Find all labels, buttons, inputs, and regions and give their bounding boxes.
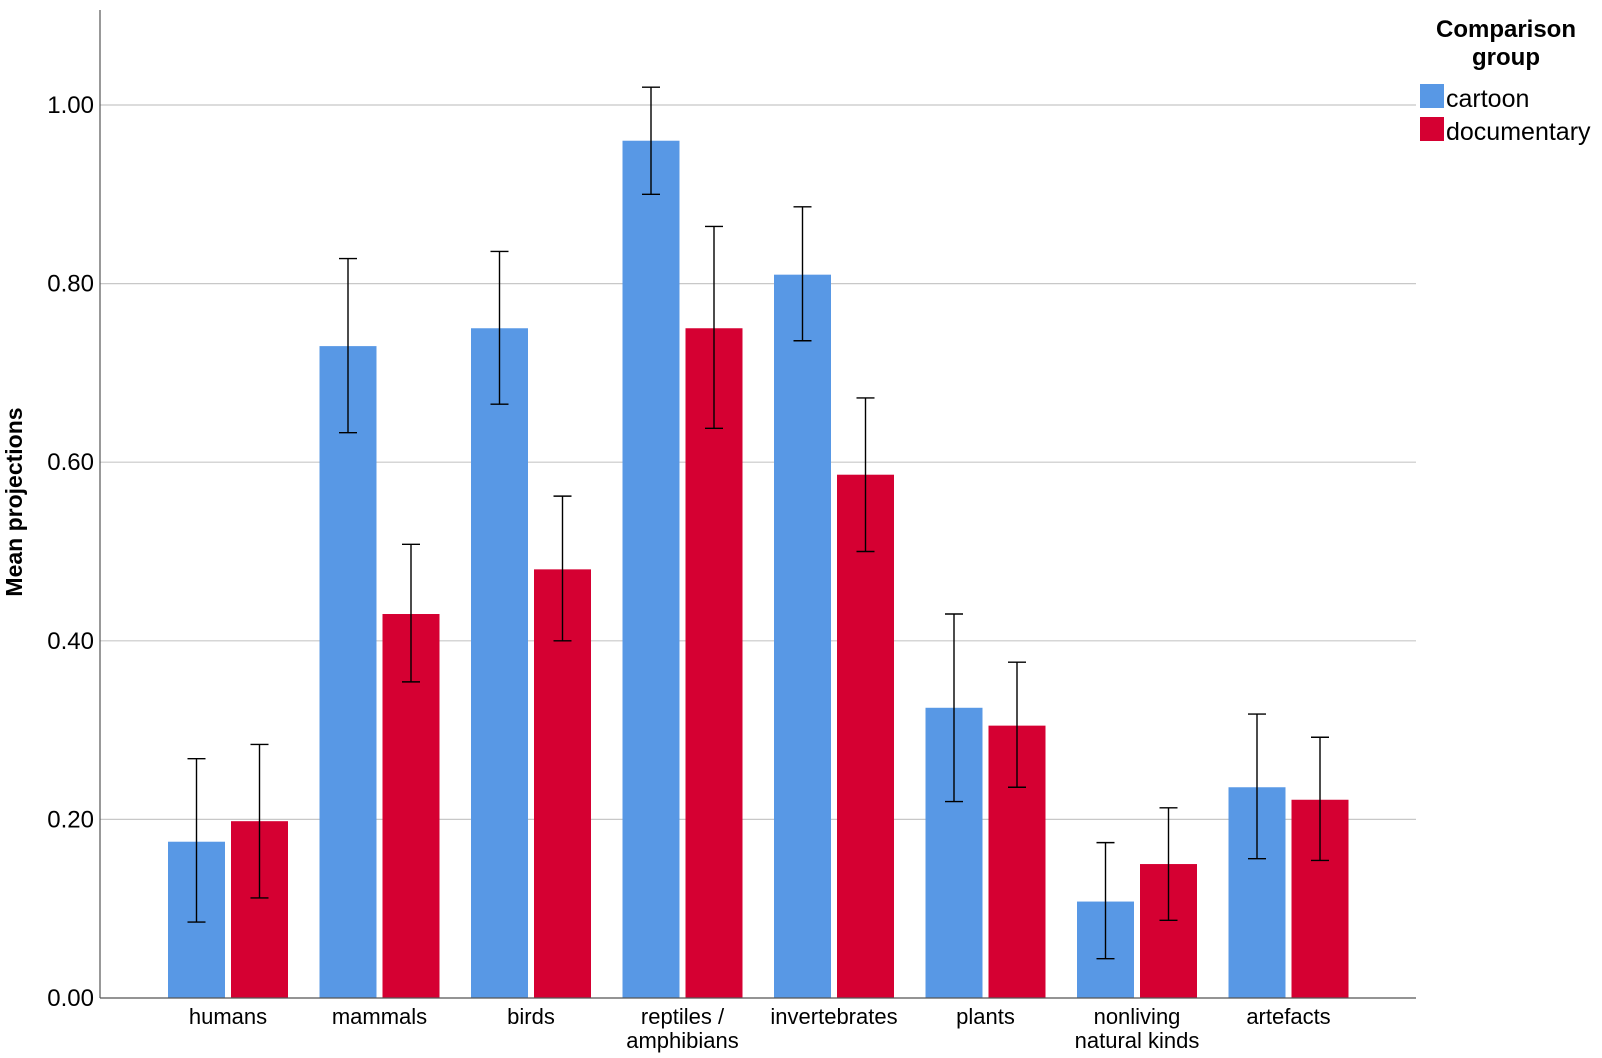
x-category-label-line: humans <box>189 1004 267 1029</box>
legend-swatch-cartoon <box>1420 84 1444 108</box>
x-category-label-line: plants <box>956 1004 1015 1029</box>
bar-cartoon <box>622 140 680 999</box>
bar-documentary <box>837 474 894 998</box>
x-category-label-line: amphibians <box>626 1028 739 1053</box>
x-category-label: artefacts <box>1246 1004 1330 1029</box>
axes <box>99 10 1416 999</box>
error-bar-documentary <box>1311 736 1329 862</box>
y-axis-title: Mean projections <box>1 407 27 596</box>
y-tick-label: 0.20 <box>47 806 94 833</box>
error-bar-cartoon <box>490 250 509 405</box>
x-category-labels: humans mammals birds reptiles / amphibians in… <box>189 1004 1331 1053</box>
error-bar-cartoon <box>945 613 963 803</box>
error-bar-documentary <box>856 397 875 553</box>
x-category-label-line: nonliving <box>1094 1004 1181 1029</box>
error-bar-cartoon <box>642 86 660 196</box>
y-tick-label: 1.00 <box>47 92 94 119</box>
x-category-label-line: mammals <box>332 1004 427 1029</box>
x-category-label: nonliving natural kinds <box>1075 1004 1200 1053</box>
y-tick-label: 0.00 <box>47 985 94 1012</box>
x-category-label: humans <box>189 1004 267 1029</box>
legend: Comparison group cartoon documentary <box>1420 16 1591 146</box>
error-bar-documentary <box>250 743 269 899</box>
x-category-label-line: reptiles / <box>641 1004 725 1029</box>
error-bar-cartoon <box>187 757 206 923</box>
x-category-label-line: artefacts <box>1246 1004 1330 1029</box>
error-bar-cartoon <box>339 257 357 434</box>
x-category-label: plants <box>956 1004 1015 1029</box>
x-category-label-line: birds <box>507 1004 555 1029</box>
error-bar-documentary <box>1008 661 1026 788</box>
bars <box>168 140 1349 999</box>
bar-cartoon <box>471 328 528 998</box>
error-bar-documentary <box>402 543 420 683</box>
error-bar-cartoon <box>1248 713 1266 860</box>
legend-title-line-1: Comparison <box>1436 16 1576 43</box>
legend-label-cartoon: cartoon <box>1446 85 1529 113</box>
x-category-label: mammals <box>332 1004 427 1029</box>
y-tick-label: 0.40 <box>47 628 94 655</box>
error-bar-documentary <box>553 495 572 642</box>
x-category-label-line: invertebrates <box>770 1004 897 1029</box>
error-bar-documentary <box>1159 807 1178 922</box>
x-category-label: reptiles / amphibians <box>626 1004 739 1053</box>
x-category-label-line: natural kinds <box>1075 1028 1200 1053</box>
x-category-label: birds <box>507 1004 555 1029</box>
error-bar-cartoon <box>1096 841 1115 960</box>
y-tick-label: 0.80 <box>47 271 94 298</box>
bar-cartoon <box>319 346 377 998</box>
y-tick-labels: 0.00 0.20 0.40 0.60 0.80 1.00 <box>47 92 94 1012</box>
bar-cartoon <box>774 274 831 998</box>
bar-documentary <box>685 328 743 998</box>
x-category-label: invertebrates <box>770 1004 897 1029</box>
error-bars <box>187 86 1329 960</box>
legend-label-documentary: documentary <box>1446 118 1591 146</box>
legend-title-line-2: group <box>1472 44 1540 71</box>
error-bar-cartoon <box>793 206 812 342</box>
legend-swatch-documentary <box>1420 117 1444 141</box>
y-tick-label: 0.60 <box>47 449 94 476</box>
gridlines <box>100 104 1416 821</box>
error-bar-documentary <box>705 225 723 429</box>
